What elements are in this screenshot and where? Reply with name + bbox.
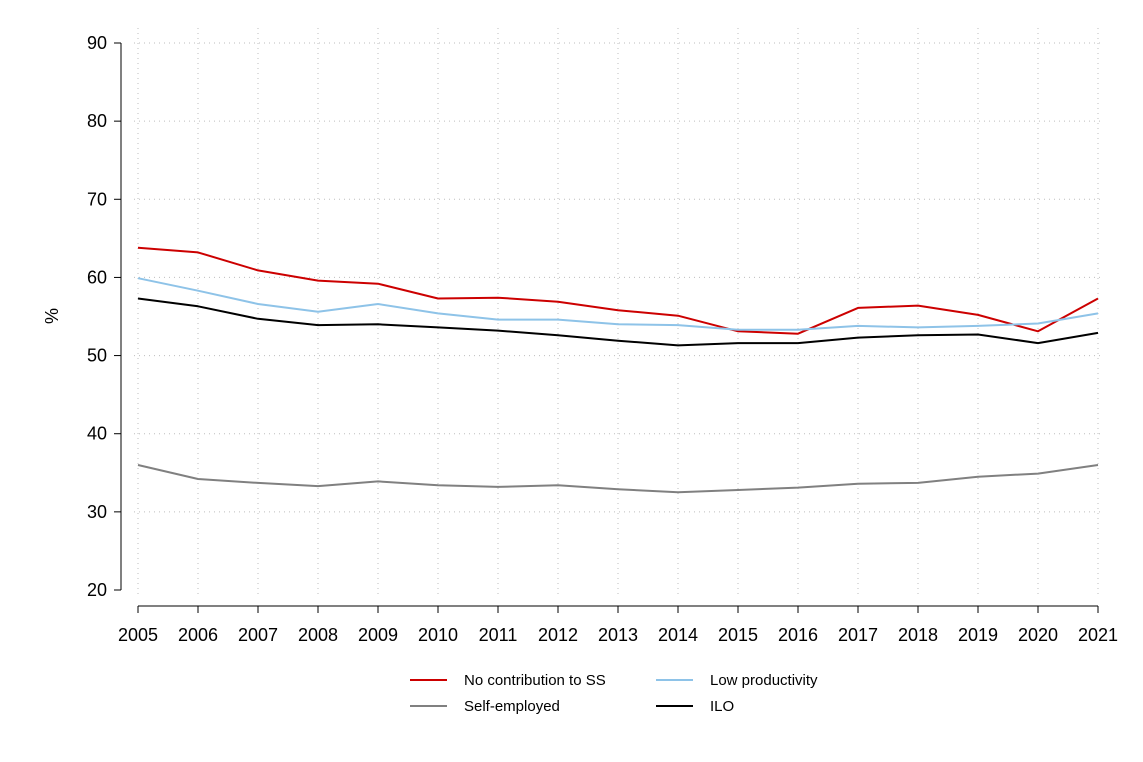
- x-tick-label: 2019: [958, 625, 998, 645]
- series-line-2: [137, 464, 1099, 494]
- legend-label: Low productivity: [710, 672, 818, 689]
- y-tick-label: 50: [87, 346, 107, 366]
- y-tick-label: 60: [87, 267, 107, 287]
- x-tick-label: 2011: [479, 625, 518, 645]
- legend: No contribution to SS Low productivity Sel…: [410, 672, 818, 715]
- x-tick-label: 2018: [898, 625, 938, 645]
- x-tick-label: 2020: [1018, 625, 1058, 645]
- legend-label: ILO: [710, 698, 734, 715]
- series-line-0: [137, 246, 1099, 335]
- x-tick-label: 2007: [238, 625, 278, 645]
- x-tick-label: 2008: [298, 625, 338, 645]
- y-tick-label: 20: [87, 580, 107, 600]
- x-tick-label: 2015: [718, 625, 758, 645]
- series-line-3: [137, 297, 1099, 347]
- x-tick-label: 2006: [178, 625, 218, 645]
- x-tick-label: 2010: [418, 625, 458, 645]
- y-tick-label: 90: [87, 33, 107, 53]
- y-tick-label: 30: [87, 502, 107, 522]
- x-axis: 2005 2006 2007 2008 2009 2010 2011 2012 2013 2014…: [118, 605, 1118, 645]
- y-tick-label: 70: [87, 189, 107, 209]
- x-tick-label: 2013: [598, 625, 638, 645]
- legend-label: No contribution to SS: [464, 672, 606, 689]
- x-tick-label: 2017: [838, 625, 878, 645]
- series-lines: [137, 246, 1099, 494]
- legend-label: Self-employed: [464, 698, 560, 715]
- y-tick-label: 40: [87, 424, 107, 444]
- series-line-1: [137, 277, 1099, 331]
- x-tick-label: 2009: [358, 625, 398, 645]
- y-axis: 20 30 40 50 60 70 80 90: [87, 33, 122, 600]
- x-tick-label: 2012: [538, 625, 578, 645]
- y-tick-label: 80: [87, 111, 107, 131]
- x-tick-label: 2021: [1078, 625, 1118, 645]
- x-tick-label: 2005: [118, 625, 158, 645]
- x-tick-label: 2016: [778, 625, 818, 645]
- y-axis-title: %: [42, 308, 62, 324]
- x-tick-label: 2014: [658, 625, 698, 645]
